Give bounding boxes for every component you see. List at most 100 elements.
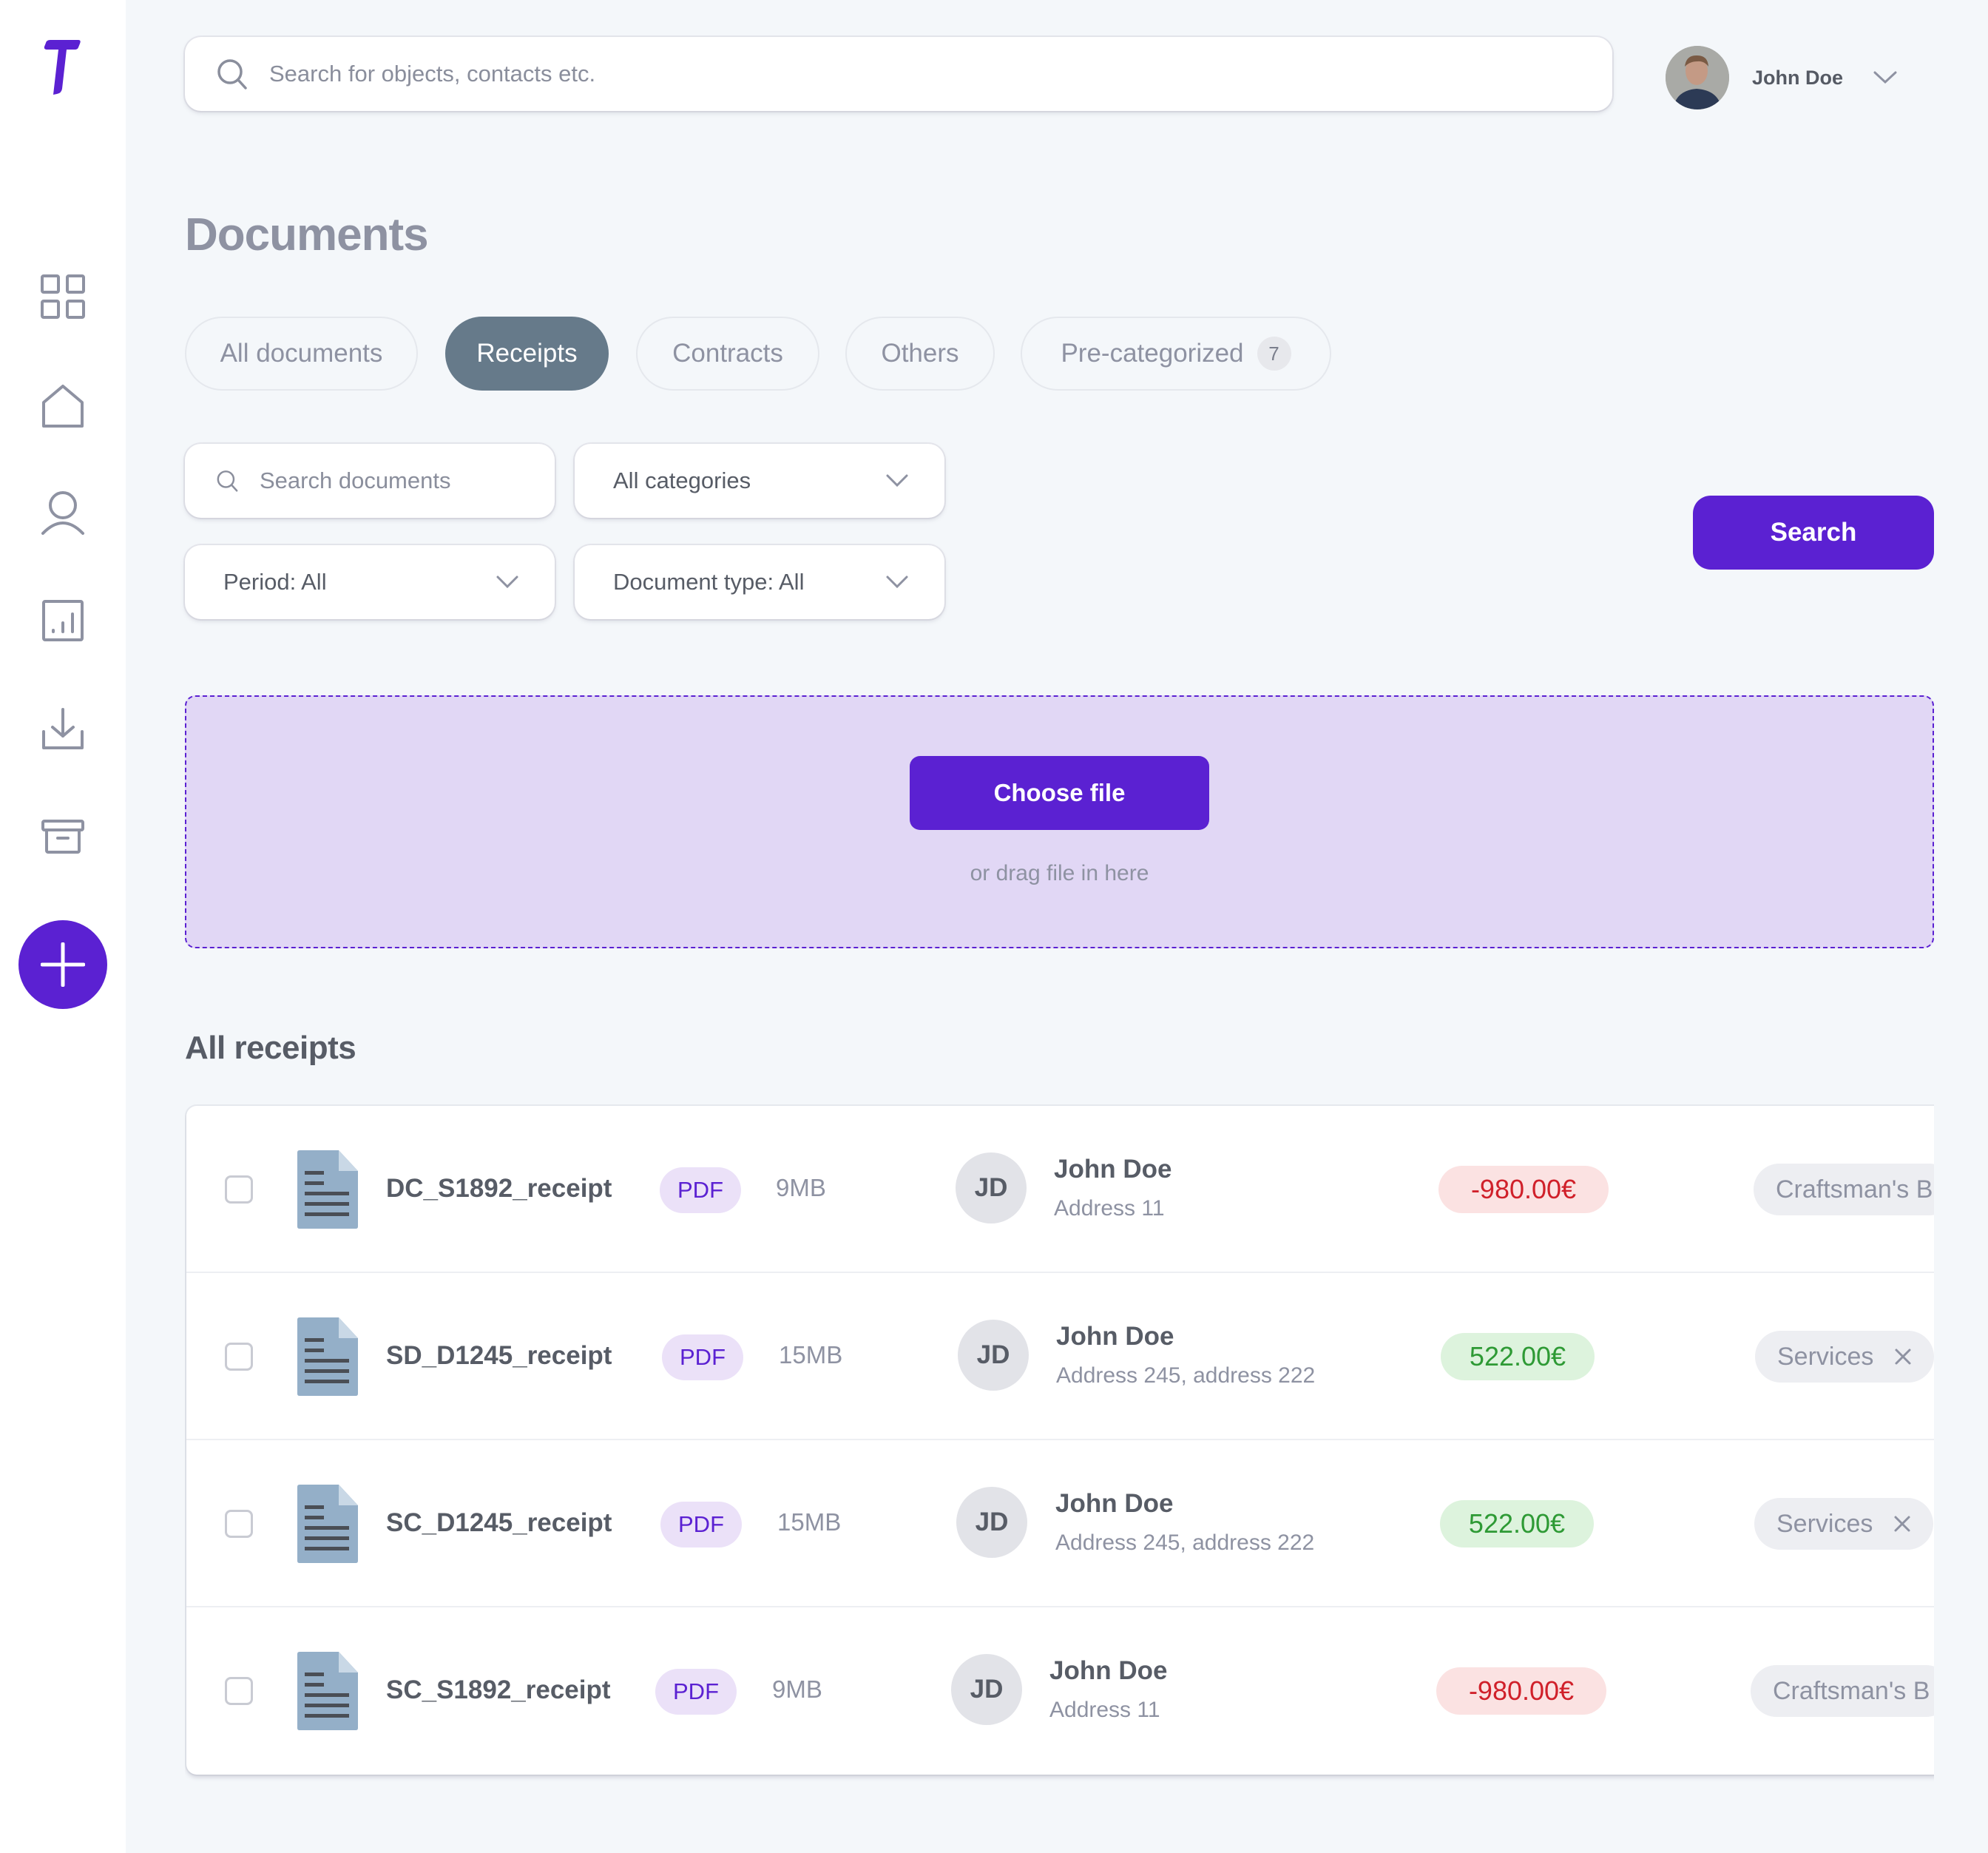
tab-label: Receipts [476,339,578,368]
plus-icon [41,942,85,987]
document-file-icon [297,1317,358,1396]
file-name[interactable]: DC_S1892_receipt [386,1174,612,1203]
sidebar-item-reports[interactable] [37,595,89,647]
sidebar-item-archive[interactable] [37,811,89,863]
search-button[interactable]: Search [1693,496,1934,570]
sidebar-item-downloads[interactable] [37,703,89,755]
contact-name: John Doe [1054,1155,1172,1184]
category-label: Craftsman's B [1776,1175,1933,1204]
file-dropzone[interactable]: Choose file or drag file in here [185,695,1934,948]
file-type-badge: PDF [660,1167,741,1213]
chevron-down-icon [886,474,908,487]
file-name[interactable]: SC_S1892_receipt [386,1675,611,1704]
contact-avatar: JD [958,1320,1029,1391]
tab-label: All documents [220,339,383,368]
category-select[interactable]: All categories [575,444,944,518]
choose-file-button[interactable]: Choose file [910,756,1209,830]
sidebar-item-contacts[interactable] [37,487,89,539]
tab-label: Contracts [672,339,783,368]
file-type-badge: PDF [660,1502,742,1547]
table-row[interactable]: SC_S1892_receipt PDF 9MB JD John Doe Add… [186,1607,1934,1775]
sidebar-item-dashboard[interactable] [37,271,89,323]
section-title: All receipts [185,1030,356,1066]
amount-badge: 522.00€ [1440,1500,1594,1547]
row-checkbox[interactable] [225,1510,253,1538]
category-label: Craftsman's B [1773,1676,1930,1705]
app-logo[interactable] [38,37,83,96]
contact-avatar: JD [956,1152,1027,1223]
table-row[interactable]: SD_D1245_receipt PDF 15MB JD John Doe Ad… [186,1273,1934,1440]
row-checkbox[interactable] [225,1175,253,1204]
category-label: Services [1777,1342,1874,1371]
file-size: 15MB [779,1341,843,1368]
user-menu[interactable]: John Doe [1666,46,1898,109]
row-checkbox[interactable] [225,1343,253,1371]
tab-label: Others [881,339,959,368]
contact-name: John Doe [1055,1489,1174,1518]
remove-category-icon[interactable] [1893,1515,1911,1533]
search-icon [217,470,238,492]
user-name: John Doe [1752,66,1844,89]
home-icon [42,385,84,428]
download-icon [42,708,84,749]
avatar [1666,46,1729,109]
category-chip[interactable]: Services [1755,1331,1934,1383]
global-search-input[interactable] [269,61,1612,87]
chevron-down-icon [886,576,908,589]
avatar-photo-icon [1666,46,1729,109]
document-search-field[interactable] [185,444,555,518]
amount-badge: -980.00€ [1438,1166,1609,1213]
contact-address: Address 11 [1054,1196,1165,1221]
document-file-icon [297,1150,358,1229]
receipts-table: DC_S1892_receipt PDF 9MB JD John Doe Add… [185,1104,1934,1785]
page-title: Documents [185,209,429,260]
archive-icon [41,820,84,854]
document-search-input[interactable] [260,468,555,494]
tab-contracts[interactable]: Contracts [636,317,819,391]
category-label: Services [1776,1509,1873,1538]
tab-others[interactable]: Others [845,317,995,391]
count-badge: 7 [1257,337,1291,371]
category-chip[interactable]: Craftsman's B [1751,1665,1934,1717]
contact-avatar: JD [956,1487,1027,1558]
tab-all-documents[interactable]: All documents [185,317,418,391]
period-select[interactable]: Period: All [185,545,555,619]
document-file-icon [297,1485,358,1563]
global-search-bar[interactable] [185,37,1612,111]
amount-badge: 522.00€ [1441,1333,1595,1380]
table-row[interactable]: DC_S1892_receipt PDF 9MB JD John Doe Add… [186,1106,1934,1273]
tab-receipts[interactable]: Receipts [445,317,609,391]
contact-name: John Doe [1049,1656,1168,1685]
file-name[interactable]: SC_D1245_receipt [386,1508,612,1537]
remove-category-icon[interactable] [1894,1348,1912,1366]
contact-name: John Doe [1056,1322,1174,1351]
chevron-down-icon [496,576,518,589]
file-size: 9MB [772,1675,822,1703]
contact-address: Address 11 [1049,1698,1160,1722]
sidebar [0,0,126,1853]
document-file-icon [297,1652,358,1730]
add-button[interactable] [18,920,107,1009]
grid-icon [41,274,85,319]
file-type-badge: PDF [662,1334,743,1380]
chart-icon [42,600,84,641]
sidebar-item-home[interactable] [37,380,89,432]
file-type-badge: PDF [655,1669,737,1715]
file-name[interactable]: SD_D1245_receipt [386,1341,612,1370]
logo-t-icon [44,40,81,95]
category-chip[interactable]: Craftsman's B [1754,1164,1934,1215]
category-select-value: All categories [613,468,751,493]
contact-avatar: JD [951,1654,1022,1725]
document-type-select[interactable]: Document type: All [575,545,944,619]
file-size: 15MB [777,1508,842,1536]
row-checkbox[interactable] [225,1677,253,1705]
tab-pre-categorized[interactable]: Pre-categorized 7 [1021,317,1331,391]
drag-hint: or drag file in here [970,861,1149,885]
contact-address: Address 245, address 222 [1056,1363,1316,1388]
chevron-down-icon[interactable] [1873,70,1898,85]
category-chip[interactable]: Services [1754,1498,1934,1550]
user-icon [41,491,84,535]
table-row[interactable]: SC_D1245_receipt PDF 15MB JD John Doe Ad… [186,1440,1934,1607]
period-select-value: Period: All [223,569,327,595]
amount-badge: -980.00€ [1436,1667,1606,1715]
